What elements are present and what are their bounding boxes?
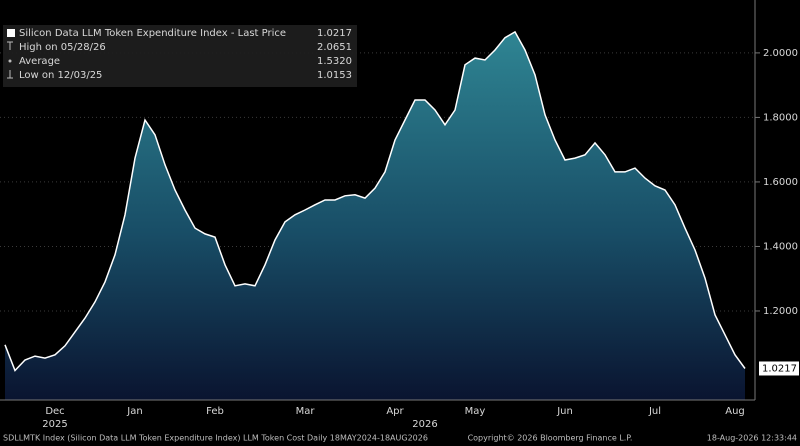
- x-year-label: 2025: [42, 419, 67, 430]
- y-tick-label: 2.0000: [763, 48, 798, 59]
- x-tick-label: Jan: [126, 406, 142, 417]
- x-tick-label: Aug: [725, 406, 745, 417]
- low-icon: [7, 70, 13, 79]
- y-tick-label: 1.2000: [763, 306, 798, 317]
- footer-center: Copyright© 2026 Bloomberg Finance L.P.: [468, 434, 633, 443]
- legend-average: 1.5320: [317, 56, 352, 67]
- legend-swatch: [7, 29, 15, 37]
- legend-average-label: Average: [19, 56, 60, 67]
- legend-low-label: Low on 12/03/25: [19, 70, 102, 81]
- legend-high-label: High on 05/28/26: [19, 42, 106, 53]
- footer-right: 18-Aug-2026 12:33:44: [707, 434, 797, 443]
- last-price-label: 1.0217: [762, 363, 797, 374]
- x-tick-label: Mar: [296, 406, 316, 417]
- legend-title: Silicon Data LLM Token Expenditure Index…: [19, 28, 286, 39]
- legend-last: 1.0217: [317, 28, 352, 39]
- average-icon: [8, 59, 12, 63]
- x-tick-label: Feb: [206, 406, 224, 417]
- x-tick-label: Dec: [45, 406, 64, 417]
- y-tick-label: 1.4000: [763, 241, 798, 252]
- legend-high: 2.0651: [317, 42, 352, 53]
- x-tick-label: Jul: [648, 406, 661, 417]
- footer-left: SDLLMTK Index (Silicon Data LLM Token Ex…: [3, 434, 428, 443]
- legend-box: [3, 25, 357, 87]
- line: [4, 30, 746, 372]
- x-tick-label: Jun: [556, 406, 573, 417]
- high-icon: [7, 41, 13, 50]
- legend-low: 1.0153: [317, 70, 352, 81]
- area: [5, 31, 745, 401]
- x-tick-label: Apr: [386, 406, 404, 417]
- x-tick-label: May: [465, 406, 486, 417]
- y-tick-label: 1.8000: [763, 112, 798, 123]
- y-tick-label: 1.6000: [763, 177, 798, 188]
- x-year-label: 2026: [412, 419, 437, 430]
- last-price-box: [759, 361, 799, 376]
